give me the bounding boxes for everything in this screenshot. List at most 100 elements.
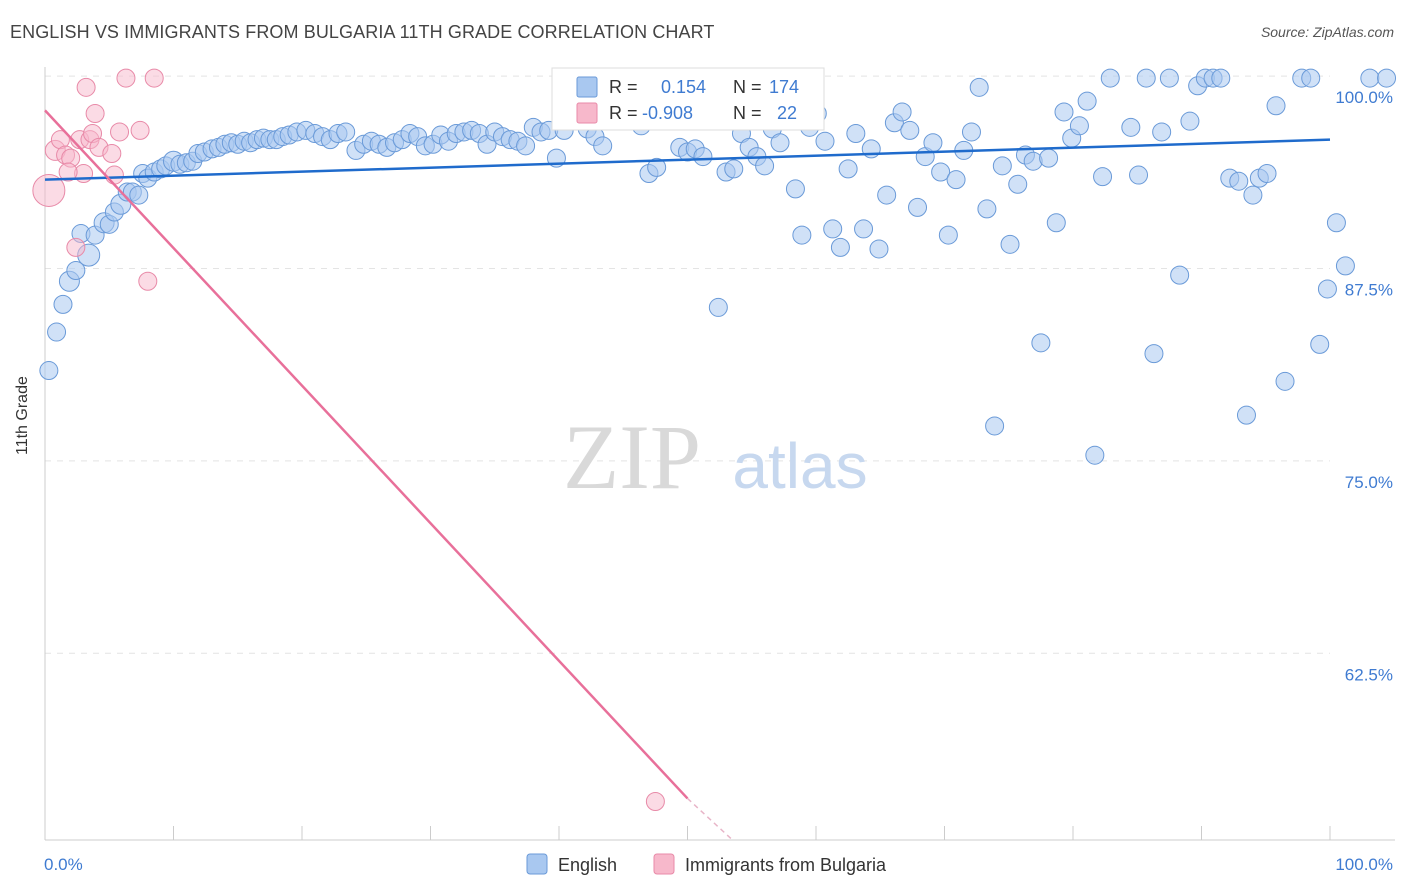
- legend-swatch-bulgaria: [576, 102, 598, 124]
- legend-r-value-english: 0.154: [661, 77, 706, 97]
- english-point-85: [647, 157, 667, 177]
- bulgaria-trend-line: [44, 109, 689, 800]
- english-point-136: [1039, 148, 1059, 168]
- english-point-99: [755, 156, 775, 176]
- bulgaria-point-18: [138, 271, 158, 291]
- legend-r-value-bulgaria: -0.908: [642, 103, 693, 123]
- english-point-103: [785, 179, 805, 199]
- english-point-152: [1180, 111, 1200, 131]
- english-point-138: [1054, 102, 1074, 122]
- english-point-104: [792, 225, 812, 245]
- english-point-128: [977, 199, 997, 219]
- english-point-115: [877, 185, 897, 205]
- watermark: ZIP atlas: [563, 406, 868, 508]
- bulgaria-point-11: [85, 103, 105, 123]
- english-point-123: [938, 225, 958, 245]
- bulgaria-point-8: [76, 77, 96, 97]
- x-tick-label-min: 0.0%: [44, 855, 83, 874]
- english-point-124: [946, 170, 966, 190]
- english-point-158: [1229, 171, 1249, 191]
- english-point-150: [1159, 68, 1179, 88]
- english-point-151: [1170, 265, 1190, 285]
- english-point-148: [1144, 344, 1164, 364]
- english-point-135: [1031, 333, 1051, 353]
- english-point-169: [1326, 213, 1346, 233]
- watermark-zip: ZIP: [563, 406, 701, 508]
- english-point-163: [1266, 96, 1286, 116]
- english-point-168: [1317, 279, 1337, 299]
- chart-title: ENGLISH VS IMMIGRANTS FROM BULGARIA 11TH…: [10, 22, 715, 42]
- bulgaria-point-21: [58, 162, 78, 182]
- english-point-141: [1077, 91, 1097, 111]
- bulgaria-point-15: [110, 122, 130, 142]
- english-point-149: [1152, 122, 1172, 142]
- english-point-171: [1360, 68, 1380, 88]
- bottom-legend-swatch-bulgaria: [653, 853, 675, 875]
- legend-n-value-english: 174: [769, 77, 799, 97]
- english-point-95: [724, 159, 744, 179]
- english-point-118: [900, 120, 920, 140]
- english-point-147: [1136, 68, 1156, 88]
- english-point-14: [129, 185, 149, 205]
- legend-swatch-english: [576, 76, 598, 98]
- english-point-129: [985, 416, 1005, 436]
- bulgaria-point-14: [104, 165, 124, 185]
- english-point-156: [1211, 68, 1231, 88]
- english-point-166: [1301, 68, 1321, 88]
- english-point-91: [693, 147, 713, 167]
- english-point-93: [708, 297, 728, 317]
- y-tick-label-1: 87.5%: [1345, 280, 1393, 299]
- english-point-159: [1236, 405, 1256, 425]
- english-point-121: [923, 133, 943, 153]
- english-point-134: [1023, 151, 1043, 171]
- english-point-2: [53, 294, 73, 314]
- english-point-132: [1008, 174, 1028, 194]
- trend-lines: [44, 109, 1331, 841]
- english-point-137: [1046, 213, 1066, 233]
- english-point-110: [838, 159, 858, 179]
- english-point-170: [1335, 256, 1355, 276]
- english-point-111: [846, 124, 866, 143]
- english-point-0: [39, 361, 59, 381]
- english-point-109: [830, 237, 850, 257]
- english-point-45: [336, 122, 356, 142]
- english-point-114: [869, 239, 889, 259]
- y-tick-label-2: 75.0%: [1345, 473, 1393, 492]
- axes: [44, 67, 1395, 841]
- bulgaria-point-5: [66, 237, 86, 257]
- bulgaria-point-17: [130, 120, 150, 140]
- bottom-legend-swatch-english: [526, 853, 548, 875]
- english-point-142: [1085, 445, 1105, 465]
- english-point-164: [1275, 371, 1295, 391]
- bulgaria-point-13: [102, 144, 122, 164]
- english-point-101: [770, 133, 790, 153]
- english-point-131: [1000, 234, 1020, 254]
- series-bulgaria: [32, 68, 665, 812]
- bulgaria-trend-extension: [686, 797, 733, 841]
- legend-top: R = 0.154 N = 174 R = -0.908 N = 22: [551, 67, 825, 131]
- english-point-172: [1377, 68, 1397, 88]
- y-tick-labels: 100.0% 87.5% 75.0% 62.5%: [1335, 88, 1393, 684]
- english-point-145: [1121, 117, 1141, 137]
- english-point-127: [969, 77, 989, 97]
- english-point-107: [815, 131, 835, 151]
- y-tick-label-0: 100.0%: [1335, 88, 1393, 107]
- english-point-119: [908, 197, 928, 217]
- english-point-144: [1100, 68, 1120, 88]
- bulgaria-point-20: [645, 792, 665, 812]
- legend-bottom: English Immigrants from Bulgaria: [526, 853, 887, 875]
- english-point-68: [516, 136, 536, 156]
- english-point-117: [892, 102, 912, 122]
- english-point-1: [47, 322, 67, 342]
- bulgaria-point-16: [116, 68, 136, 88]
- x-tick-label-max: 100.0%: [1335, 855, 1393, 874]
- english-point-126: [961, 122, 981, 142]
- english-point-162: [1257, 164, 1277, 184]
- english-point-4: [66, 260, 86, 280]
- bulgaria-point-19: [144, 68, 164, 88]
- english-point-130: [992, 156, 1012, 176]
- english-point-112: [854, 219, 874, 239]
- english-point-143: [1093, 167, 1113, 187]
- english-point-122: [931, 162, 951, 182]
